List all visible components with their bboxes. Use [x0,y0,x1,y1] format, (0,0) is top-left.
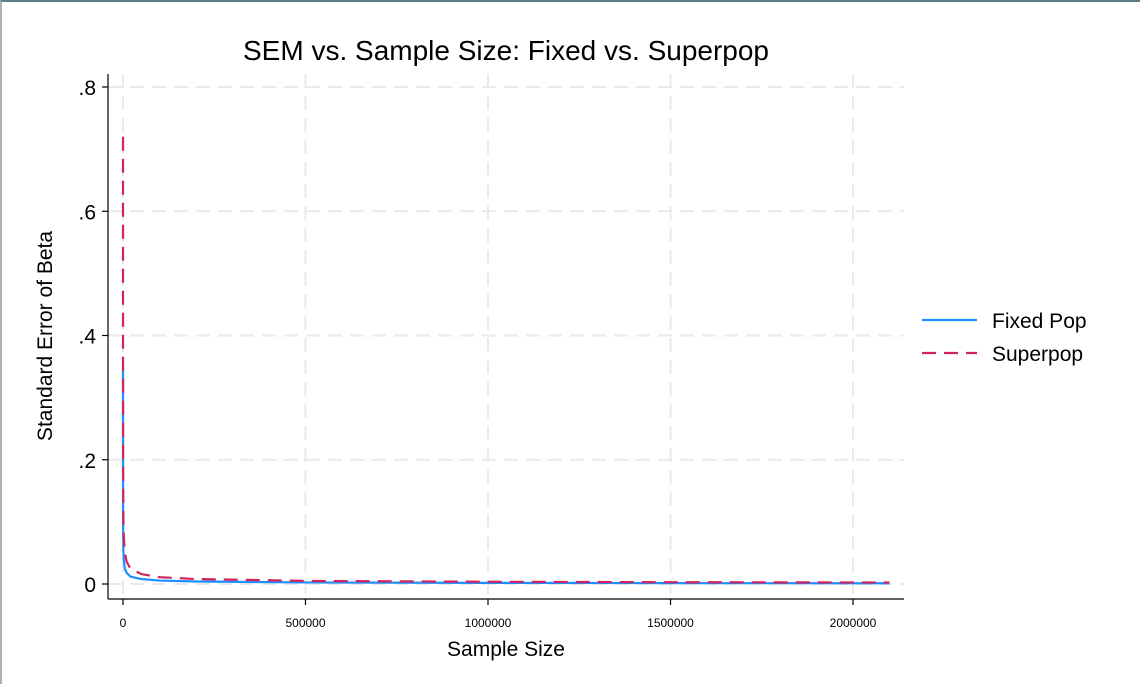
legend: Fixed Pop Superpop [922,310,1087,366]
legend-label-1: Superpop [992,343,1083,366]
chart-title: SEM vs. Sample Size: Fixed vs. Superpop [243,35,769,66]
x-tick-label-2: 1000000 [465,616,512,630]
y-tick-label-1: .2 [78,450,96,473]
tick-labels: 0 .2 .4 .6 .8 0 500000 1000000 1500000 2000000 [78,77,876,630]
y-tick-label-0: 0 [84,574,96,597]
x-tick-label-1: 500000 [285,616,325,630]
x-tick-label-4: 2000000 [830,616,877,630]
axes [102,74,904,605]
y-tick-label-3: .6 [78,201,96,224]
legend-label-0: Fixed Pop [992,310,1087,333]
series-line-fixed-pop [121,366,890,585]
x-tick-label-0: 0 [120,616,127,630]
y-axis-label: Standard Error of Beta [34,231,57,441]
x-tick-label-3: 1500000 [647,616,694,630]
y-tick-label-2: .4 [78,326,96,349]
x-axis-label: Sample Size [447,638,565,661]
series-line-superpop [121,136,890,584]
grid-lines [108,74,904,599]
series-layer [121,136,890,585]
y-tick-label-4: .8 [78,77,96,100]
